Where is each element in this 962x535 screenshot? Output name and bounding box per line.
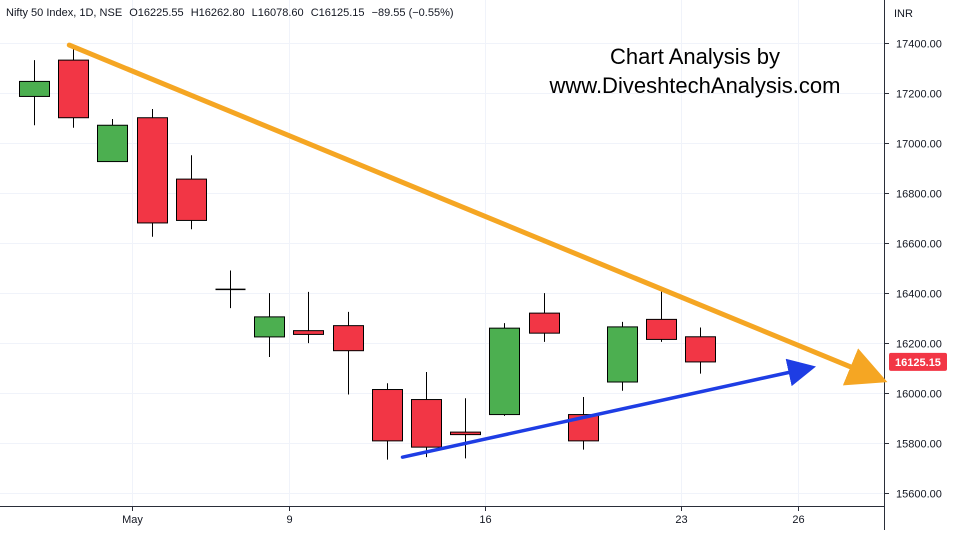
candle-body	[137, 117, 168, 224]
time-tick-label: 9	[286, 514, 292, 526]
candle	[58, 47, 89, 128]
time-tick-label: 16	[479, 514, 491, 526]
candle-body	[411, 399, 442, 448]
trendlines	[66, 42, 888, 459]
currency-label: INR	[894, 8, 913, 20]
candle-body	[372, 389, 403, 442]
price-tick-label: 16600.00	[896, 239, 942, 251]
price-tick-label: 16400.00	[896, 289, 942, 301]
high-value: H16262.80	[190, 7, 245, 19]
candle-body	[176, 178, 207, 221]
price-tick-label: 16000.00	[896, 389, 942, 401]
candle	[568, 397, 599, 450]
last-price-tag: 16125.15	[889, 352, 947, 371]
candle	[215, 270, 246, 309]
candle-body	[450, 431, 481, 436]
candle	[19, 60, 50, 126]
candle	[176, 155, 207, 230]
candle-body	[254, 316, 285, 338]
candle	[646, 289, 677, 342]
symbol-label[interactable]: Nifty 50 Index, 1D, NSE	[6, 7, 123, 19]
time-tick-label: 26	[792, 514, 804, 526]
candle-body	[489, 327, 520, 416]
candle-body	[58, 59, 89, 119]
candle-body	[293, 330, 324, 335]
candle	[97, 118, 128, 163]
price-tick-label: 16800.00	[896, 189, 942, 201]
price-axis[interactable]: 15600.00 15800.00 16000.00 16200.00 16400.00…	[885, 39, 942, 501]
candle	[254, 293, 285, 357]
change-value: −89.55 (−0.55%)	[371, 7, 454, 19]
chart-legend: Nifty 50 Index, 1D, NSE O16225.55 H16262…	[6, 7, 458, 19]
close-value: C16125.15	[310, 7, 365, 19]
time-tick-label: 23	[675, 514, 687, 526]
candle-body	[97, 124, 128, 163]
candle	[489, 323, 520, 416]
candle	[607, 321, 638, 391]
candles	[19, 47, 716, 460]
price-tick-label: 15800.00	[896, 439, 942, 451]
price-tick-label: 17400.00	[896, 39, 942, 51]
candle-body	[685, 336, 716, 363]
grid-lines	[0, 0, 884, 506]
trendline-support	[400, 358, 816, 459]
candle-body	[333, 325, 364, 352]
candle-body	[529, 312, 560, 334]
time-axis[interactable]: May 9 16 23 26	[122, 507, 805, 526]
time-tick-label: May	[122, 514, 143, 526]
open-value: O16225.55	[129, 7, 184, 19]
watermark-text: Chart Analysis by www.DiveshtechAnalysis…	[510, 42, 880, 100]
price-tick-label: 15600.00	[896, 489, 942, 501]
candle-body	[19, 80, 50, 97]
candle	[529, 293, 560, 342]
low-value: L16078.60	[251, 7, 304, 19]
candle-body	[646, 318, 677, 340]
candle	[450, 398, 481, 459]
price-tick-label: 17200.00	[896, 89, 942, 101]
last-price-label: 16125.15	[895, 357, 941, 369]
candle	[411, 371, 442, 458]
candle	[293, 291, 324, 344]
candle-body	[607, 326, 638, 383]
watermark-line-2: www.DiveshtechAnalysis.com	[549, 73, 841, 98]
trendline-resistance	[66, 42, 888, 386]
candle	[372, 383, 403, 460]
candle	[333, 311, 364, 395]
candle	[685, 327, 716, 374]
watermark-line-1: Chart Analysis by	[610, 44, 780, 69]
price-tick-label: 17000.00	[896, 139, 942, 151]
candle	[137, 108, 168, 237]
price-tick-label: 16200.00	[896, 339, 942, 351]
